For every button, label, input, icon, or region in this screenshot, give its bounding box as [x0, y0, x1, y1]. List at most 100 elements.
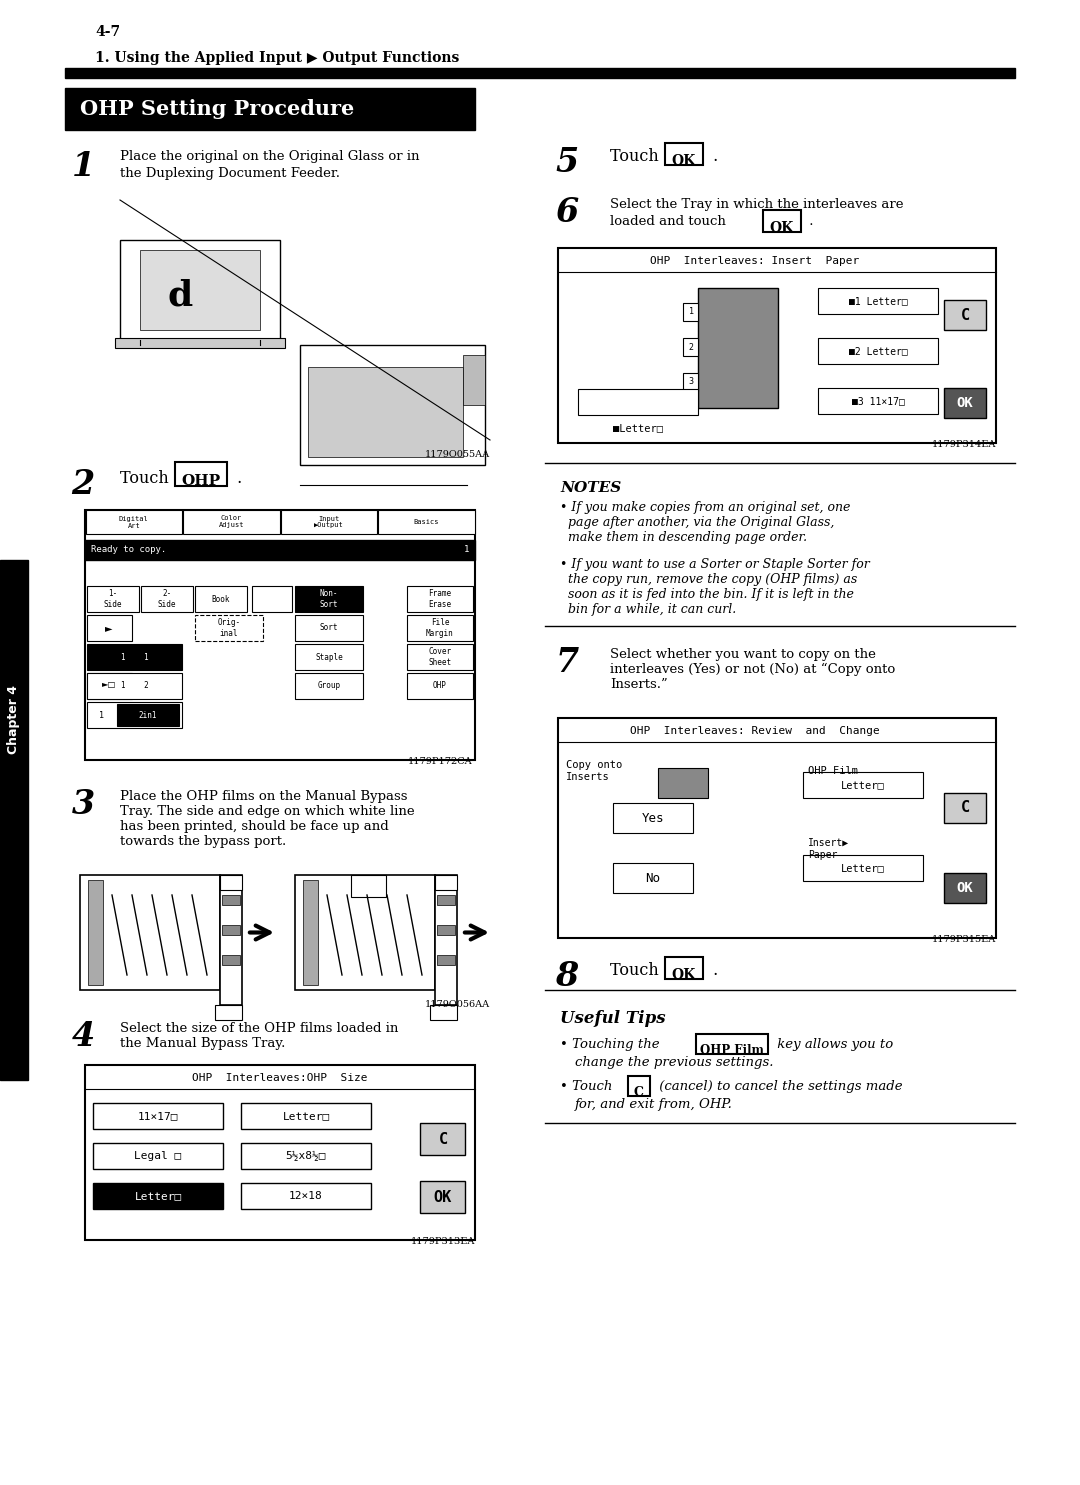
Bar: [183, 509, 280, 535]
Text: ■2 Letter□: ■2 Letter□: [849, 346, 907, 356]
Text: 12×18: 12×18: [289, 1191, 323, 1201]
Text: Orig-
inal: Orig- inal: [217, 618, 241, 637]
Bar: [87, 673, 183, 699]
Text: 1    2: 1 2: [121, 682, 148, 691]
Bar: [818, 339, 939, 364]
Text: Place the original on the Original Glass or in: Place the original on the Original Glass…: [120, 150, 419, 163]
Text: NOTES: NOTES: [561, 481, 621, 495]
Bar: [85, 541, 475, 560]
Text: 4-7: 4-7: [95, 25, 120, 39]
Bar: [140, 249, 260, 330]
Bar: [0, 560, 28, 1080]
Text: 5: 5: [555, 146, 579, 180]
Bar: [698, 288, 778, 408]
Text: (cancel) to cancel the settings made: (cancel) to cancel the settings made: [654, 1080, 903, 1093]
Bar: [437, 895, 455, 904]
Bar: [85, 1065, 475, 1240]
Bar: [93, 1143, 222, 1169]
Text: ►: ►: [105, 624, 112, 633]
Text: Touch: Touch: [120, 469, 174, 487]
Text: .: .: [708, 148, 718, 165]
Bar: [65, 68, 1015, 79]
Text: Select whether you want to copy on the
interleaves (Yes) or not (No) at “Copy on: Select whether you want to copy on the i…: [610, 647, 895, 692]
Bar: [804, 855, 923, 881]
Bar: [80, 875, 220, 990]
Bar: [215, 1005, 242, 1020]
Bar: [420, 1181, 465, 1213]
Text: Yes: Yes: [642, 811, 664, 824]
Bar: [435, 875, 457, 890]
Text: Select the size of the OHP films loaded in
the Manual Bypass Tray.: Select the size of the OHP films loaded …: [120, 1022, 399, 1050]
Bar: [93, 1103, 222, 1129]
Text: Chapter 4: Chapter 4: [8, 686, 21, 754]
Text: OK: OK: [957, 396, 973, 410]
Bar: [944, 300, 986, 330]
Text: Cover
Sheet: Cover Sheet: [429, 647, 451, 667]
Text: 1: 1: [689, 307, 693, 316]
Bar: [944, 793, 986, 823]
Text: 2-
Side: 2- Side: [158, 590, 176, 609]
Bar: [222, 925, 240, 936]
Bar: [295, 644, 363, 670]
Text: C: C: [960, 307, 970, 322]
Text: • If you make copies from an original set, one
  page after another, via the Ori: • If you make copies from an original se…: [561, 500, 850, 544]
Text: C: C: [634, 1086, 644, 1099]
Text: 2: 2: [71, 468, 95, 500]
Text: .: .: [232, 469, 242, 487]
Text: 1179P314EA: 1179P314EA: [932, 440, 996, 448]
Bar: [87, 587, 139, 612]
Text: 1. Using the Applied Input ▶ Output Functions: 1. Using the Applied Input ▶ Output Func…: [95, 50, 459, 65]
Bar: [308, 367, 463, 457]
Text: Touch: Touch: [610, 962, 664, 979]
Bar: [220, 875, 242, 1005]
Bar: [65, 88, 475, 131]
Text: Place the OHP films on the Manual Bypass
Tray. The side and edge on which white : Place the OHP films on the Manual Bypass…: [120, 790, 415, 848]
Text: change the previous settings.: change the previous settings.: [575, 1056, 773, 1069]
Bar: [430, 1005, 457, 1020]
Bar: [241, 1143, 372, 1169]
Bar: [195, 587, 247, 612]
Bar: [435, 875, 457, 1005]
Text: Professional Way to Make Color Copies: Professional Way to Make Color Copies: [9, 829, 19, 1051]
Bar: [627, 1077, 650, 1096]
Bar: [87, 673, 132, 699]
Text: OK: OK: [434, 1189, 453, 1204]
Text: ■Letter□: ■Letter□: [613, 423, 663, 434]
Text: OK: OK: [957, 881, 973, 895]
Bar: [578, 389, 698, 414]
Bar: [558, 719, 996, 939]
Text: Legal □: Legal □: [134, 1151, 181, 1161]
Bar: [141, 587, 193, 612]
Text: ■3 11×17□: ■3 11×17□: [851, 396, 904, 405]
Bar: [558, 248, 996, 443]
Text: • Touch: • Touch: [561, 1080, 617, 1093]
Text: C: C: [438, 1132, 447, 1146]
Text: Group: Group: [318, 682, 340, 691]
Text: 5½x8½□: 5½x8½□: [286, 1151, 326, 1161]
Bar: [804, 772, 923, 797]
Text: Digital
Art: Digital Art: [119, 515, 149, 529]
Text: 1179P172CA: 1179P172CA: [407, 757, 472, 766]
Bar: [117, 704, 179, 726]
Bar: [87, 702, 183, 728]
Text: Basics: Basics: [414, 518, 438, 526]
Text: Color
Adjust: Color Adjust: [218, 515, 244, 529]
Text: Non-
Sort: Non- Sort: [320, 590, 338, 609]
Text: 1: 1: [98, 710, 104, 720]
Text: for, and exit from, OHP.: for, and exit from, OHP.: [575, 1097, 733, 1111]
Text: 1: 1: [463, 545, 469, 554]
Text: Book: Book: [212, 594, 230, 603]
Bar: [303, 881, 318, 985]
Bar: [241, 1103, 372, 1129]
Text: the Duplexing Document Feeder.: the Duplexing Document Feeder.: [120, 166, 340, 180]
Text: Copy onto
Inserts: Copy onto Inserts: [566, 760, 622, 781]
Text: OHP: OHP: [433, 682, 447, 691]
Text: d: d: [167, 278, 192, 312]
Text: 3: 3: [689, 377, 693, 386]
Text: 1179O056AA: 1179O056AA: [424, 999, 490, 1008]
Text: File
Margin: File Margin: [427, 618, 454, 637]
Bar: [300, 345, 485, 465]
Bar: [696, 1034, 768, 1054]
Bar: [762, 209, 801, 232]
Bar: [87, 615, 132, 642]
